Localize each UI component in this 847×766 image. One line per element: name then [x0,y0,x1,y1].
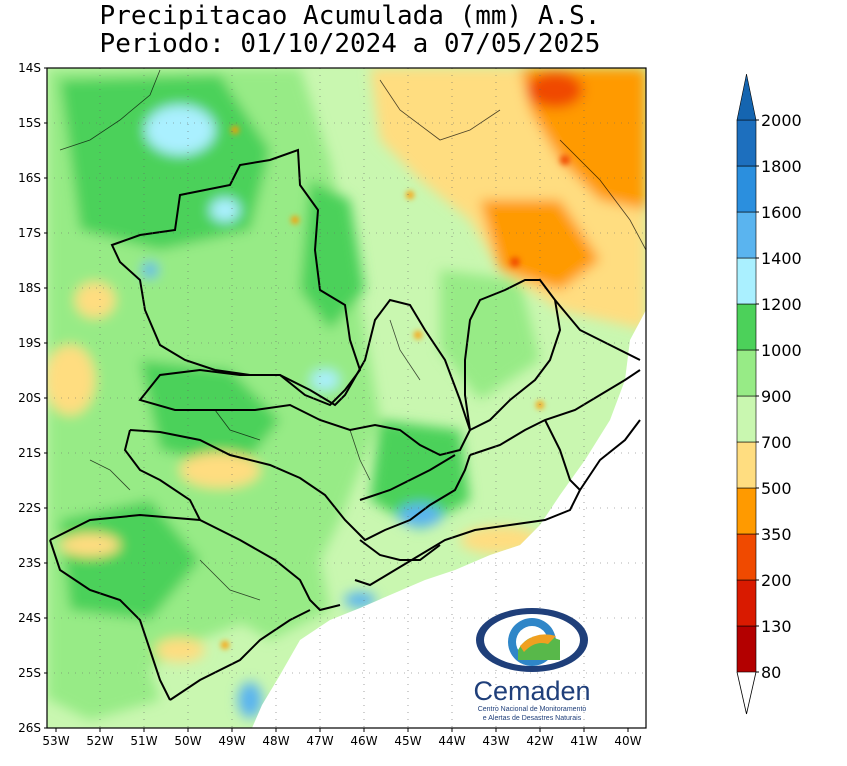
lon-tick-label: 45W [394,734,421,748]
precipitation-field [47,68,646,728]
basin-boundaries [49,148,641,701]
legend-label: 80 [761,663,781,682]
legend-label: 200 [761,571,792,590]
legend-swatch [736,303,757,351]
lat-tick-label: 17S [18,226,41,240]
lon-tick-label: 43W [482,734,509,748]
lon-tick-label: 48W [262,734,289,748]
legend-lower-wedge [736,671,747,715]
latitude-axis: 14S 15S 16S 17S 18S 19S 20S 21S 22S 23S 24S 25S 26S [18,61,47,735]
lat-tick-label: 18S [18,281,41,295]
legend-swatch [736,487,757,535]
lon-tick-label: 42W [526,734,553,748]
lon-tick-label: 53W [42,734,69,748]
lat-tick-label: 23S [18,556,41,570]
lat-tick-label: 19S [18,336,41,350]
lat-tick-label: 15S [18,116,41,130]
legend-label: 1800 [761,157,802,176]
lon-tick-label: 50W [174,734,201,748]
legend-label: 1000 [761,341,802,360]
legend-label: 2000 [761,111,802,130]
legend-label: 350 [761,525,792,544]
lon-tick-label: 44W [438,734,465,748]
lon-tick-label: 41W [570,734,597,748]
lat-tick-label: 26S [18,721,41,735]
lon-tick-label: 52W [86,734,113,748]
legend-label: 1400 [761,249,802,268]
logo-subtitle-1: Centro Nacional de Monitoramento [478,706,587,713]
map-period: Periodo: 01/10/2024 a 07/05/2025 [99,29,601,59]
legend-swatch [736,165,757,213]
legend-upper-arrow [736,73,757,121]
lon-tick-label: 46W [350,734,377,748]
legend-label: 700 [761,433,792,452]
lon-tick-label: 49W [218,734,245,748]
lon-tick-label: 47W [306,734,333,748]
legend-label: 500 [761,479,792,498]
logo-name: Cemaden [473,676,590,706]
legend-label: 1600 [761,203,802,222]
lat-tick-label: 16S [18,171,41,185]
lat-tick-label: 21S [18,446,41,460]
longitude-axis: 53W 52W 51W 50W 49W 48W 47W 46W 45W 44W 43W 42W 41W 4… [42,728,642,748]
lat-tick-label: 25S [18,666,41,680]
logo-subtitle-2: e Alertas de Desastres Naturais [483,715,582,722]
legend-swatch [736,533,757,581]
legend-swatch [736,257,757,305]
legend-label: 900 [761,387,792,406]
legend-label: 130 [761,617,792,636]
cemaden-logo: Cemaden Centro Nacional de Monitoramento… [473,608,591,722]
lat-tick-label: 24S [18,611,41,625]
lon-tick-label: 51W [130,734,157,748]
lat-tick-label: 22S [18,501,41,515]
legend-swatch [736,625,757,673]
lat-tick-label: 20S [18,391,41,405]
lat-tick-label: 14S [18,61,41,75]
legend-swatch [736,349,757,397]
color-legend: 80 130 200 350 500 700 900 1000 1200 1400 1600 1800… [736,73,802,715]
river-lines [59,69,647,601]
map-title: Precipitacao Acumulada (mm) A.S. [99,1,601,31]
legend-swatch [736,579,757,627]
lon-tick-label: 40W [614,734,641,748]
legend-swatch [736,395,757,443]
legend-swatch [736,441,757,489]
legend-lower-wedge [746,671,757,715]
legend-swatch [736,211,757,259]
legend-swatch [736,119,757,167]
legend-label: 1200 [761,295,802,314]
